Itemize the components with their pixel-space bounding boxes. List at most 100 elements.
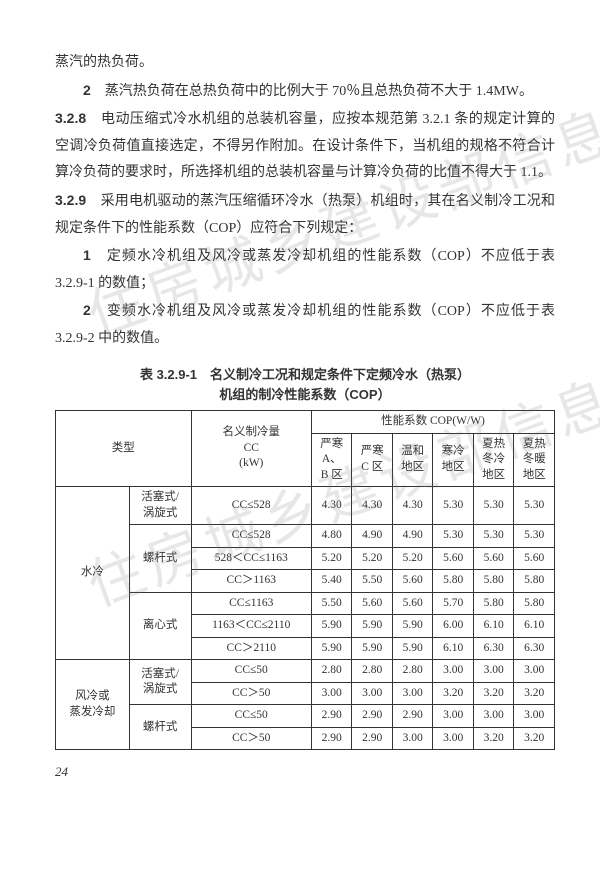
cop-value-cell: 4.30 — [352, 487, 392, 525]
cop-value-cell: 3.20 — [473, 727, 513, 750]
cop-value-cell: 6.30 — [473, 637, 513, 660]
table-row: 螺杆式CC≤502.902.902.903.003.003.00 — [56, 705, 555, 728]
cop-value-cell: 6.10 — [473, 615, 513, 638]
table-row: 离心式CC≤11635.505.605.605.705.805.80 — [56, 592, 555, 615]
cop-value-cell: 3.00 — [352, 682, 392, 705]
cop-value-cell: 5.80 — [514, 592, 555, 615]
cop-value-cell: 3.00 — [433, 727, 473, 750]
cop-value-cell: 5.30 — [433, 487, 473, 525]
cop-value-cell: 4.90 — [352, 525, 392, 548]
cop-value-cell: 2.80 — [311, 660, 351, 683]
cc-range-cell: CC＞2110 — [191, 637, 311, 660]
cop-value-cell: 5.30 — [473, 525, 513, 548]
cop-value-cell: 4.90 — [392, 525, 432, 548]
item-number: 2 — [83, 82, 91, 98]
paragraph: 1 定频水冷机组及风冷或蒸发冷却机组的性能系数（COP）不应低于表 3.2.9-… — [55, 242, 555, 297]
cop-value-cell: 5.50 — [352, 570, 392, 593]
cop-value-cell: 6.00 — [433, 615, 473, 638]
cop-value-cell: 2.80 — [392, 660, 432, 683]
cop-value-cell: 6.30 — [514, 637, 555, 660]
paragraph: 2 变频水冷机组及风冷或蒸发冷却机组的性能系数（COP）不应低于表 3.2.9-… — [55, 297, 555, 352]
cop-value-cell: 5.60 — [392, 592, 432, 615]
cop-value-cell: 3.00 — [514, 660, 555, 683]
cop-value-cell: 3.00 — [392, 727, 432, 750]
cop-value-cell: 5.80 — [433, 570, 473, 593]
cop-value-cell: 6.10 — [514, 615, 555, 638]
header-type: 类型 — [56, 411, 192, 487]
header-cop: 性能系数 COP(W/W) — [311, 411, 554, 434]
cop-table: 类型名义制冷量CC(kW)性能系数 COP(W/W)严寒A、B 区严寒C 区温和… — [55, 410, 555, 750]
cop-value-cell: 5.60 — [514, 547, 555, 570]
cop-value-cell: 2.80 — [352, 660, 392, 683]
cop-value-cell: 5.90 — [311, 637, 351, 660]
text: 蒸汽热负荷在总热负荷中的比例大于 70％且总热负荷不大于 1.4MW。 — [105, 84, 533, 99]
header-region: 寒冷地区 — [433, 433, 473, 487]
cc-range-cell: CC≤50 — [191, 705, 311, 728]
cop-value-cell: 3.20 — [433, 682, 473, 705]
cc-range-cell: 528＜CC≤1163 — [191, 547, 311, 570]
text: 电动压缩式冷水机组的总装机容量，应按本规范第 3.2.1 条的规定计算的空调冷负… — [55, 112, 555, 180]
item-number: 1 — [83, 247, 91, 263]
cc-range-cell: CC＞50 — [191, 682, 311, 705]
cop-value-cell: 3.00 — [392, 682, 432, 705]
cop-value-cell: 6.10 — [433, 637, 473, 660]
cop-value-cell: 5.60 — [352, 592, 392, 615]
paragraph: 3.2.8 电动压缩式冷水机组的总装机容量，应按本规范第 3.2.1 条的规定计… — [55, 105, 555, 187]
cop-value-cell: 3.00 — [311, 682, 351, 705]
cop-value-cell: 2.90 — [311, 705, 351, 728]
cop-value-cell: 5.50 — [311, 592, 351, 615]
cop-value-cell: 5.20 — [352, 547, 392, 570]
cop-value-cell: 3.00 — [473, 705, 513, 728]
cop-value-cell: 5.30 — [514, 487, 555, 525]
cop-value-cell: 4.30 — [392, 487, 432, 525]
paragraph: 2 蒸汽热负荷在总热负荷中的比例大于 70％且总热负荷不大于 1.4MW。 — [55, 77, 555, 106]
cop-value-cell: 3.00 — [473, 660, 513, 683]
cop-value-cell: 3.00 — [514, 705, 555, 728]
cop-value-cell: 5.40 — [311, 570, 351, 593]
header-region: 温和地区 — [392, 433, 432, 487]
text: 变频水冷机组及风冷或蒸发冷却机组的性能系数（COP）不应低于表 3.2.9-2 … — [55, 304, 555, 346]
cop-value-cell: 5.70 — [433, 592, 473, 615]
cop-value-cell: 3.20 — [514, 727, 555, 750]
cc-range-cell: CC＞1163 — [191, 570, 311, 593]
cop-value-cell: 5.80 — [473, 570, 513, 593]
header-region: 严寒A、B 区 — [311, 433, 351, 487]
table-row: 风冷或蒸发冷却活塞式/涡旋式CC≤502.802.802.803.003.003… — [56, 660, 555, 683]
cc-range-cell: CC≤50 — [191, 660, 311, 683]
cop-value-cell: 3.00 — [433, 660, 473, 683]
compressor-type-cell: 螺杆式 — [129, 705, 191, 750]
table-title: 表 3.2.9-1 名义制冷工况和规定条件下定频冷水（热泵） 机组的制冷性能系数… — [55, 365, 555, 407]
section-number: 3.2.8 — [55, 110, 86, 126]
cop-value-cell: 5.20 — [392, 547, 432, 570]
cop-value-cell: 5.80 — [514, 570, 555, 593]
cop-value-cell: 5.30 — [514, 525, 555, 548]
cop-value-cell: 3.00 — [433, 705, 473, 728]
table-header-row: 类型名义制冷量CC(kW)性能系数 COP(W/W) — [56, 411, 555, 434]
table-row: 螺杆式CC≤5284.804.904.905.305.305.30 — [56, 525, 555, 548]
cop-value-cell: 5.90 — [352, 615, 392, 638]
compressor-type-cell: 离心式 — [129, 592, 191, 660]
document-page: 住房城乡建设部信息公开 住房城乡建设部信息公开 蒸汽的热负荷。 2 蒸汽热负荷在… — [0, 0, 600, 805]
page-number: 24 — [55, 760, 555, 785]
cop-value-cell: 5.30 — [433, 525, 473, 548]
header-cc: 名义制冷量CC(kW) — [191, 411, 311, 487]
cc-range-cell: CC≤528 — [191, 487, 311, 525]
paragraph: 3.2.9 采用电机驱动的蒸汽压缩循环冷水（热泵）机组时，其在名义制冷工况和规定… — [55, 187, 555, 242]
cop-value-cell: 5.90 — [311, 615, 351, 638]
cooling-type-cell: 风冷或蒸发冷却 — [56, 660, 130, 750]
compressor-type-cell: 活塞式/涡旋式 — [129, 487, 191, 525]
cop-value-cell: 5.60 — [392, 570, 432, 593]
section-number: 3.2.9 — [55, 192, 86, 208]
cooling-type-cell: 水冷 — [56, 487, 130, 660]
cop-value-cell: 5.80 — [473, 592, 513, 615]
cop-value-cell: 5.60 — [473, 547, 513, 570]
item-number: 2 — [83, 302, 91, 318]
header-region: 夏热冬暖地区 — [514, 433, 555, 487]
cop-value-cell: 3.20 — [473, 682, 513, 705]
cop-value-cell: 4.80 — [311, 525, 351, 548]
cop-value-cell: 2.90 — [352, 705, 392, 728]
cop-value-cell: 2.90 — [311, 727, 351, 750]
header-region: 夏热冬冷地区 — [473, 433, 513, 487]
compressor-type-cell: 螺杆式 — [129, 525, 191, 593]
cop-value-cell: 3.20 — [514, 682, 555, 705]
